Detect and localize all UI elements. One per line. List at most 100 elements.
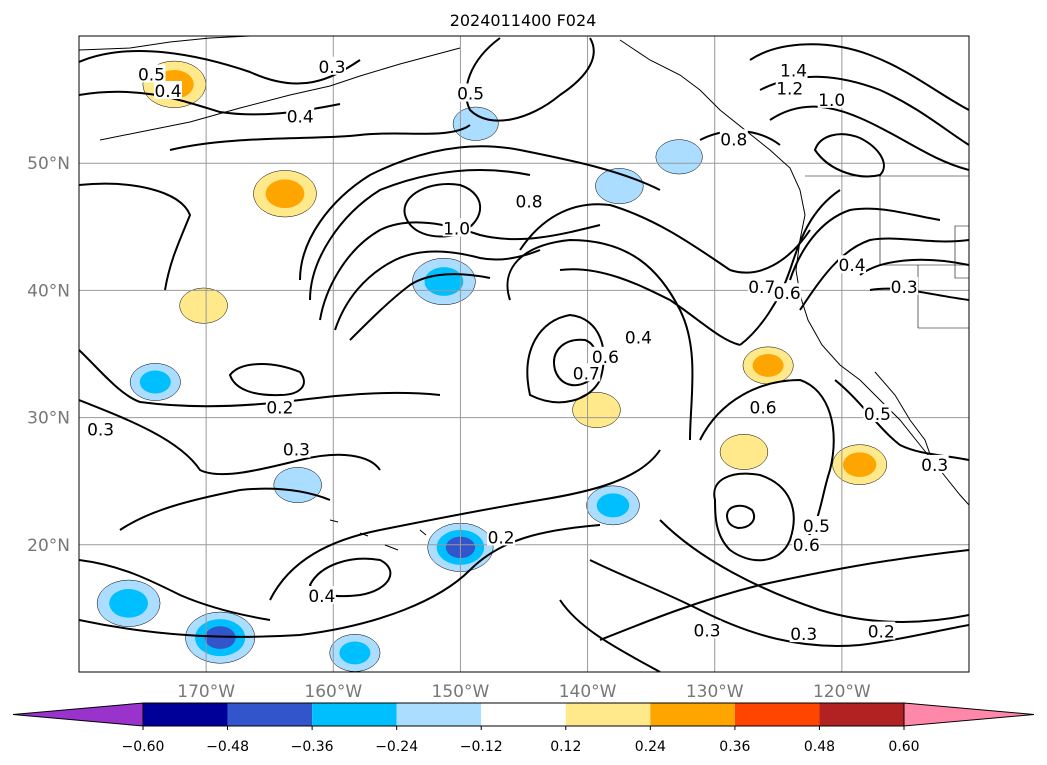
contour-line [699, 378, 835, 546]
colorbar-tick-label: −0.24 [375, 739, 418, 755]
positive-anomaly-area [179, 287, 228, 324]
colorbar-segment [819, 703, 904, 726]
contour-line [269, 449, 661, 601]
contour-line [403, 183, 481, 238]
contour-line [659, 519, 969, 623]
contour-line [334, 249, 541, 331]
colorbar-tick-label: 0.48 [804, 739, 835, 755]
colorbar-segment [396, 703, 482, 726]
contour-label-bg [838, 255, 867, 274]
contour-label-bg [137, 64, 166, 83]
contour-line [725, 504, 756, 530]
contour-label: 0.4 [839, 256, 866, 276]
contour-line [349, 273, 491, 341]
contour-line [309, 169, 531, 301]
contour-label-bg [775, 78, 804, 97]
negative-anomaly-area [139, 370, 171, 394]
negative-anomaly-area [452, 106, 499, 141]
contour-label: 0.3 [318, 58, 345, 78]
contour-label-bg [307, 585, 336, 604]
negative-anomaly-area [273, 467, 322, 503]
contour-label-bg [773, 283, 802, 302]
contour-label-bg [282, 439, 311, 458]
contour-label: 0.8 [516, 193, 543, 213]
colorbar-tick-label: −0.36 [291, 739, 334, 755]
contour-label-bg [515, 191, 544, 210]
contour-label-bg [792, 535, 821, 554]
x-tick-label: 130°W [686, 682, 744, 702]
contour-label-bg [817, 89, 846, 108]
contour-line [749, 43, 969, 111]
contour-line [799, 237, 969, 311]
contour-label-bg [456, 83, 485, 102]
contour-line [79, 182, 192, 291]
contour-label-bg [591, 346, 620, 365]
contour-line [506, 238, 694, 441]
contour-line [119, 487, 331, 531]
positive-anomaly-area [265, 179, 305, 209]
contour-label: 0.6 [750, 399, 777, 419]
positive-anomaly-area [842, 452, 877, 477]
colorbar-segment [143, 703, 228, 726]
contour-lines [79, 37, 969, 672]
contour-label: 0.3 [790, 625, 817, 645]
contour-label: 0.3 [87, 420, 114, 440]
x-tick-label: 120°W [813, 682, 871, 702]
contour-label: 0.7 [748, 278, 775, 298]
colorbar-segment [650, 703, 735, 726]
x-tick-label: 150°W [432, 682, 490, 702]
contour-line [79, 524, 601, 638]
y-tick-label: 20°N [27, 536, 70, 556]
negative-anomaly-area [109, 588, 148, 618]
contour-line [526, 313, 605, 404]
contour-label-bg [624, 327, 653, 346]
contour-label: 0.6 [774, 284, 801, 304]
contour-label-bg [802, 515, 831, 534]
positive-anomaly-area [572, 392, 621, 428]
colorbar-segment [481, 703, 566, 726]
contour-label-bg [572, 363, 601, 382]
colorbar-tick-label: −0.48 [206, 739, 249, 755]
contour-label-bg [890, 276, 919, 295]
contour-line [465, 37, 595, 122]
baja-california [874, 371, 933, 461]
contour-line [79, 349, 441, 408]
plot-frame [78, 35, 970, 673]
colorbar-segment [227, 703, 313, 726]
contour-label: 0.6 [793, 536, 820, 556]
colorbar: −0.60 −0.48 −0.36 −0.24 −0.12 0.12 0.24 0.36 0.4… [12, 702, 1035, 755]
negative-anomaly-area [655, 139, 703, 175]
contour-label-bg [693, 620, 722, 639]
y-tick-label: 30°N [27, 409, 70, 429]
y-tick-label: 50°N [27, 154, 70, 174]
aleutian-islands [99, 47, 461, 141]
contour-label: 0.8 [720, 130, 747, 150]
contour-line [79, 49, 361, 85]
state-line-3 [954, 225, 969, 279]
plot-area: 0.50.40.30.40.51.41.21.00.80.81.00.40.30… [79, 36, 969, 672]
contour-label: 0.4 [287, 107, 314, 127]
contour-line [859, 258, 969, 276]
x-tick-label: 170°W [177, 682, 235, 702]
colorbar-extend-low [12, 702, 144, 727]
colorbar-segment [565, 703, 651, 726]
colorbar-tick-label: 0.12 [550, 739, 581, 755]
contour-label: 0.5 [138, 65, 165, 85]
colorbar-frame [142, 702, 905, 727]
contour-label: 0.3 [891, 278, 918, 298]
negative-anomaly-area [596, 493, 630, 518]
contour-line [739, 189, 841, 346]
contour-label-bg [863, 404, 892, 423]
contour-label: 0.2 [266, 399, 293, 419]
contour-label-bg [265, 397, 294, 416]
contour-label: 0.2 [868, 623, 895, 643]
contour-label-bg [286, 106, 315, 125]
contour-line [813, 133, 885, 178]
contour-label: 0.5 [864, 405, 891, 425]
contour-line [599, 549, 969, 641]
contour-label-bg [487, 527, 516, 546]
contour-line [519, 203, 811, 274]
x-tick-label: 140°W [559, 682, 617, 702]
contour-line [228, 363, 305, 397]
